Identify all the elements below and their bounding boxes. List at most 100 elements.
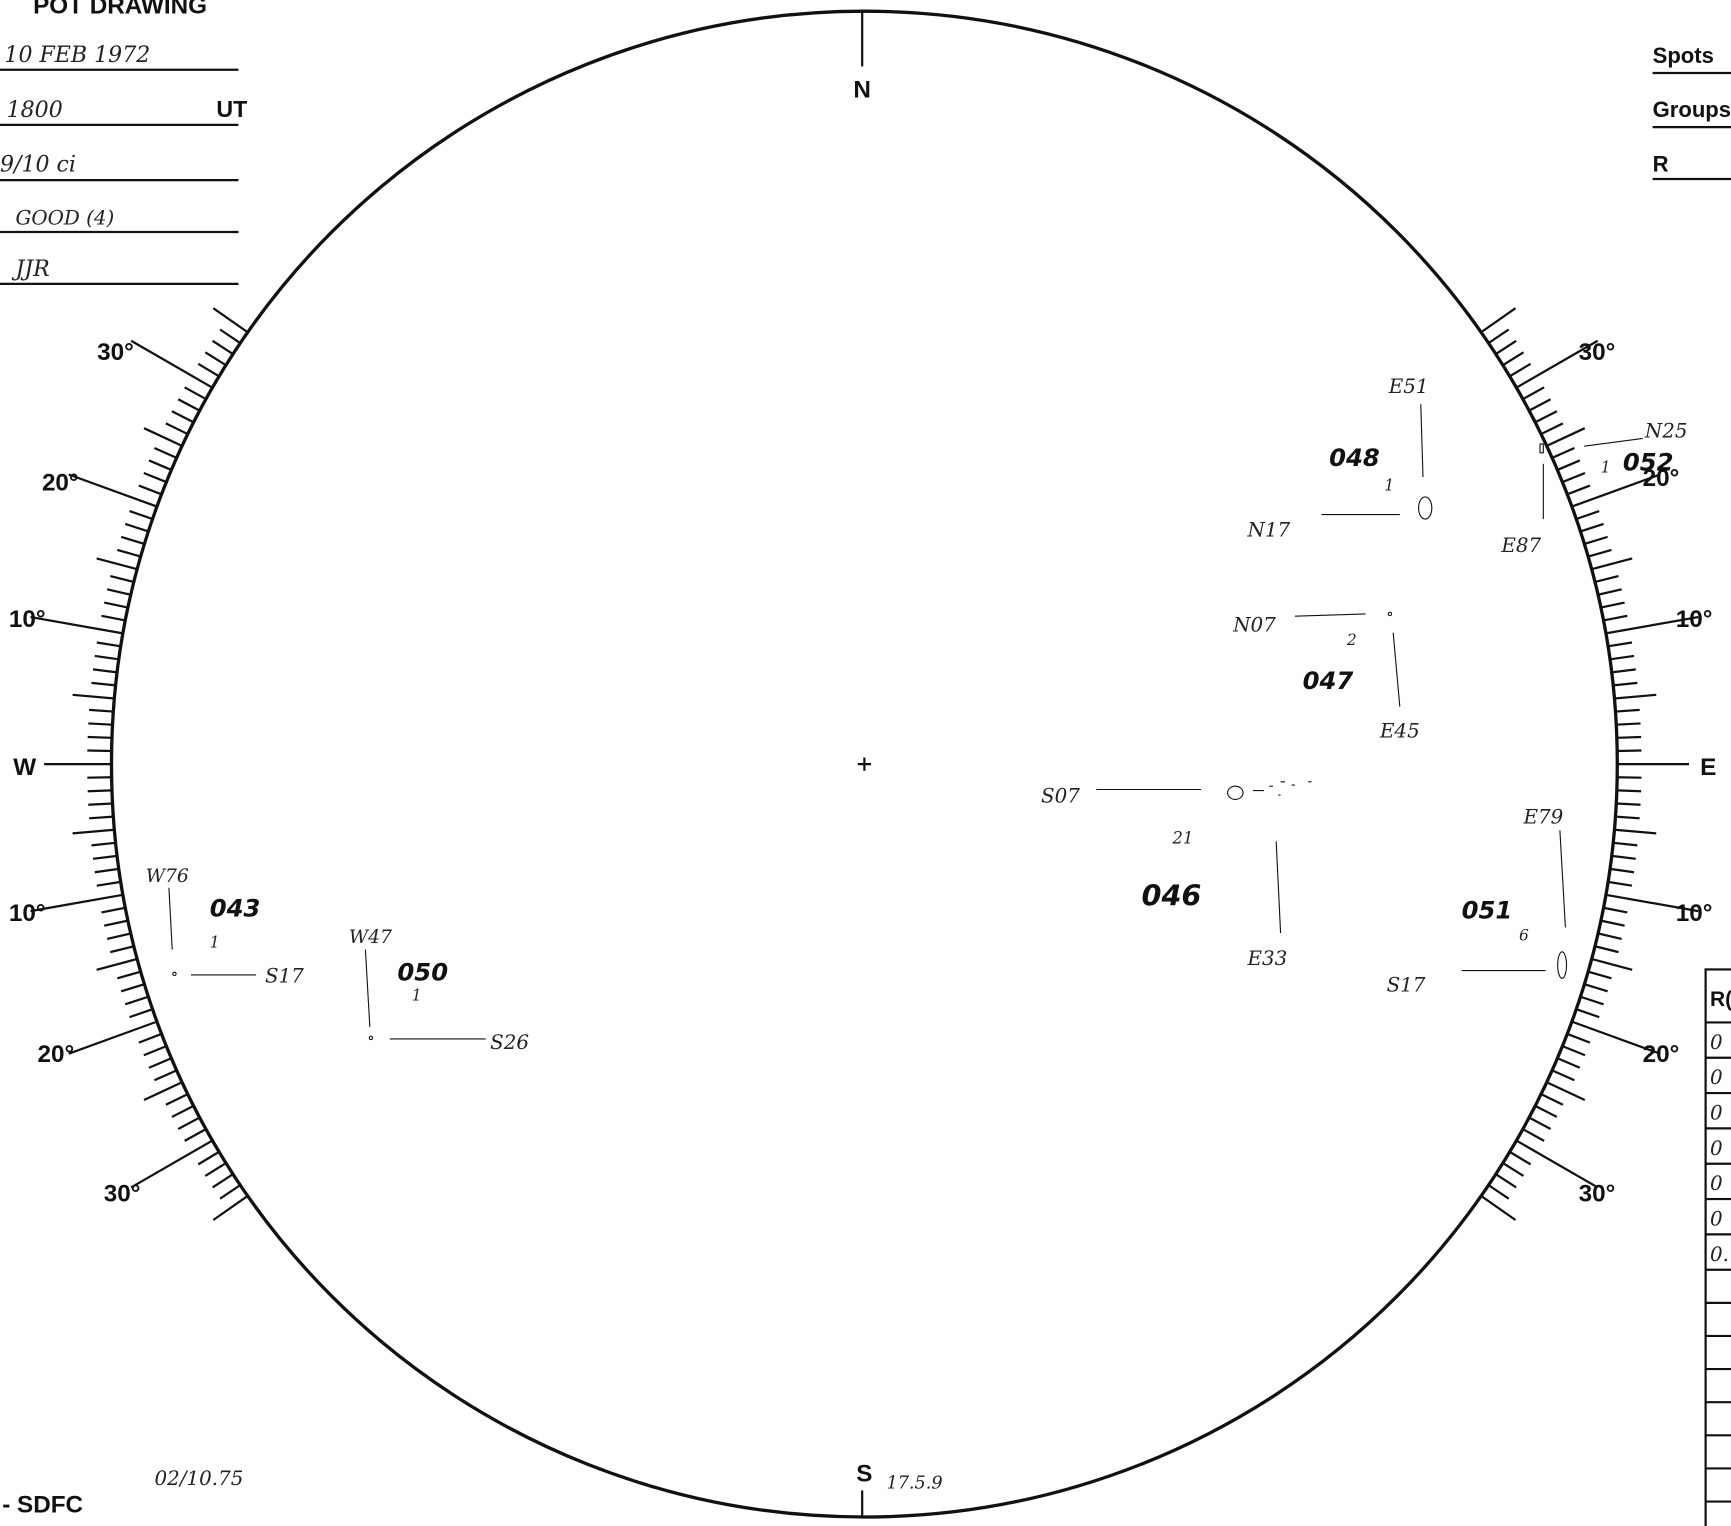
date: 10 FEB 1972 <box>4 43 150 68</box>
limb-tick <box>143 1045 167 1057</box>
table-cell: 0 <box>1710 1208 1723 1231</box>
limb-tick <box>1522 1128 1545 1142</box>
limb-tick <box>124 522 149 533</box>
sunspot <box>172 971 177 977</box>
limb-tick <box>92 668 118 674</box>
limb-tick <box>1540 1093 1564 1106</box>
limb-tick <box>94 654 119 661</box>
limb-tick <box>1615 815 1640 820</box>
table-cell: 0 <box>1710 1137 1723 1160</box>
limb-tick <box>89 815 114 820</box>
limb-tick <box>1605 615 1699 635</box>
limb-tick <box>1616 789 1642 793</box>
table-header: R( <box>1710 988 1731 1011</box>
observer: JJR <box>11 257 49 282</box>
limb-tick <box>138 484 162 496</box>
limb-tick <box>1597 588 1622 596</box>
limb-tick <box>1562 471 1586 484</box>
limb-tick <box>1616 735 1642 739</box>
limb-tick <box>204 351 227 367</box>
limb-tick <box>1605 893 1699 913</box>
limb-tick <box>103 919 129 927</box>
limb-tick <box>1597 932 1622 941</box>
latitude-label: 10° <box>9 900 46 927</box>
limb-tick <box>1571 1020 1661 1055</box>
groups-label: Groups <box>1653 97 1731 122</box>
center-cross <box>857 757 872 771</box>
limb-tick <box>1616 802 1641 806</box>
limb-tick <box>1551 1069 1575 1082</box>
limb-tick <box>106 588 132 596</box>
limb-tick <box>1614 828 1657 835</box>
limb-tick <box>1603 614 1628 622</box>
agency: - SDFC <box>2 1492 83 1519</box>
limb-tick <box>165 422 189 436</box>
limb-tick <box>1546 1081 1586 1102</box>
limb-tick <box>1487 328 1510 345</box>
time-note: 17.5.9 <box>886 1473 942 1493</box>
limb-tick <box>1575 510 1600 521</box>
group-number: 052 <box>1623 447 1674 476</box>
leader <box>1584 437 1643 447</box>
limb-tick <box>1616 722 1641 726</box>
limb-tick <box>1562 1045 1586 1057</box>
limb-tick <box>103 601 129 609</box>
spot-count: 1 <box>1601 459 1611 477</box>
limb-tick <box>72 693 115 700</box>
limb-tick <box>1522 386 1545 401</box>
sunspot <box>1539 443 1544 454</box>
table-cell: 0 <box>1710 1066 1723 1089</box>
table-cell: 0. <box>1710 1243 1729 1266</box>
latitude-label: 30° <box>1579 1180 1616 1207</box>
limb-tick <box>1534 410 1558 424</box>
limb-tick <box>1528 1116 1552 1130</box>
limb-tick <box>148 459 172 471</box>
limb-tick <box>1551 446 1575 459</box>
group-latitude: N17 <box>1246 519 1290 542</box>
limb-tick <box>106 932 132 941</box>
limb-tick <box>96 880 121 887</box>
limb-tick <box>110 945 135 954</box>
limb-tick <box>219 328 241 345</box>
leader <box>1294 613 1366 617</box>
limb-tick <box>124 995 149 1006</box>
limb-tick <box>211 339 234 355</box>
group-longitude: W47 <box>349 927 392 948</box>
sunspot-group <box>1227 781 1312 800</box>
group-latitude: N07 <box>1232 614 1276 637</box>
sunspot <box>368 1035 374 1041</box>
limb-tick <box>197 362 220 378</box>
title: POT DRAWING <box>33 0 207 19</box>
limb-tick <box>1600 601 1625 609</box>
leader <box>1392 632 1401 707</box>
sunspot <box>1387 611 1393 617</box>
limb-tick <box>1587 970 1612 980</box>
table-cell: 0 <box>1710 1031 1723 1054</box>
limb-tick <box>153 1069 178 1082</box>
limb-tick <box>1502 351 1525 367</box>
limb-tick <box>143 471 167 484</box>
limb-tick <box>87 735 112 739</box>
limb-tick <box>1587 548 1612 558</box>
limb-tick <box>1603 906 1628 914</box>
limb-tick <box>1480 1195 1517 1221</box>
leader <box>1420 404 1424 478</box>
limb-tick <box>89 708 114 713</box>
limb-tick <box>1607 880 1633 887</box>
limb-tick <box>91 841 116 847</box>
table-cell: 0 <box>1710 1102 1723 1125</box>
sunspot <box>1418 496 1433 520</box>
limb-tick <box>1515 339 1599 389</box>
limb-tick <box>1575 1008 1600 1019</box>
limb-tick <box>1609 654 1635 661</box>
limb-tick <box>1609 867 1635 874</box>
limb-tick <box>1480 307 1517 334</box>
limb-tick <box>30 893 124 913</box>
group-number: 050 <box>397 957 448 986</box>
limb-tick <box>143 1081 183 1102</box>
group-number: 048 <box>1329 443 1380 472</box>
limb-tick <box>1557 1057 1581 1069</box>
limb-tick <box>153 446 178 459</box>
limb-tick <box>1502 1162 1525 1177</box>
